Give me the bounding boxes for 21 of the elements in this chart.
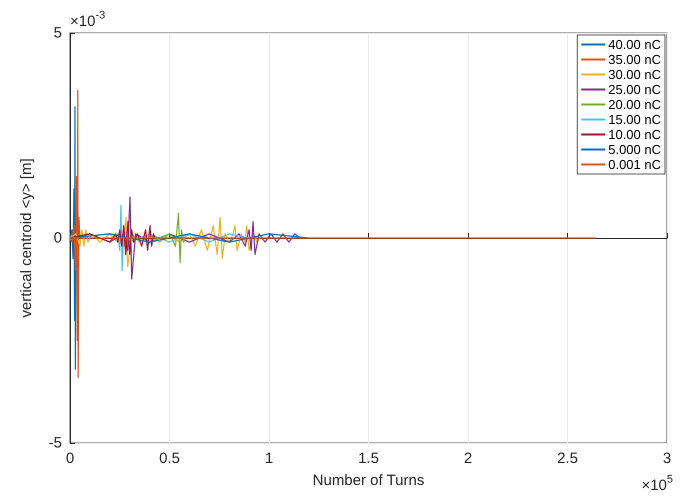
x-tick-label: 2.5 bbox=[557, 450, 578, 467]
legend-label: 35.00 nC bbox=[608, 52, 662, 67]
x-tick-label: 2 bbox=[464, 450, 472, 467]
legend-label: 15.00 nC bbox=[608, 112, 662, 127]
legend-label: 0.001 nC bbox=[608, 157, 662, 172]
legend-label: 30.00 nC bbox=[608, 67, 662, 82]
x-tick-label: 3 bbox=[662, 450, 672, 467]
legend-label: 20.00 nC bbox=[608, 97, 662, 112]
legend-label: 25.00 nC bbox=[608, 82, 662, 97]
x-axis-title: Number of Turns bbox=[312, 472, 424, 489]
legend-label: 5.000 nC bbox=[608, 142, 662, 157]
y-axis-title: vertical centroid <y> [m] bbox=[18, 158, 35, 318]
y-tick-label: 5 bbox=[54, 24, 62, 42]
x-tick-label: 1.5 bbox=[358, 450, 379, 467]
legend-label: 10.00 nC bbox=[608, 127, 662, 142]
x-tick-label: 0 bbox=[66, 450, 74, 467]
x-tick-label: 1 bbox=[264, 450, 274, 467]
y-tick-label: -5 bbox=[48, 434, 62, 452]
legend-label: 40.00 nC bbox=[608, 37, 662, 52]
y-tick-label: 0 bbox=[54, 230, 62, 246]
x-tick-label: 0.5 bbox=[159, 450, 180, 467]
